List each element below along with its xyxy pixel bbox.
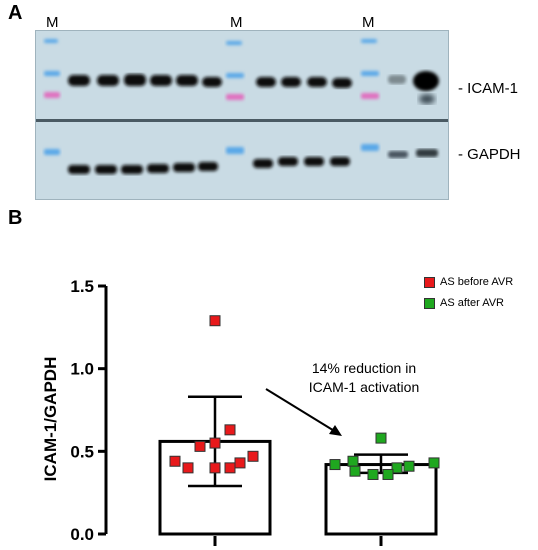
- y-tick-label: 1.0: [70, 360, 94, 379]
- annotation-arrow: [265, 388, 342, 436]
- marker-ladder-2: [226, 41, 244, 154]
- data-point-1-2: [428, 457, 440, 469]
- data-point-1-0: [375, 432, 387, 444]
- gapdh-bands: [68, 157, 350, 174]
- data-point-0-9: [224, 462, 236, 474]
- y-tick-label: 0.5: [70, 442, 94, 461]
- panel-b-label: B: [8, 207, 23, 229]
- marker-label-2: M: [230, 14, 243, 31]
- western-blot-image: [35, 30, 449, 200]
- data-point-0-5: [169, 455, 181, 467]
- legend-label-after: AS after AVR: [440, 297, 504, 309]
- data-point-1-8: [382, 468, 394, 480]
- data-point-0-7: [182, 462, 194, 474]
- data-point-1-4: [403, 460, 415, 472]
- data-point-0-6: [234, 457, 246, 469]
- data-point-0-4: [247, 450, 259, 462]
- y-tick-label: 0.0: [70, 525, 94, 544]
- icam1-label: - ICAM-1: [458, 80, 518, 97]
- legend-swatch-after: [424, 297, 435, 309]
- icam1-bands: [68, 74, 352, 88]
- data-point-1-5: [391, 462, 403, 474]
- marker-label-1: M: [46, 14, 59, 31]
- blot-bands: [36, 39, 448, 174]
- legend-swatch-before: [424, 276, 435, 288]
- annotation-line-2: ICAM-1 activation: [308, 379, 420, 395]
- marker-label-3: M: [362, 14, 375, 31]
- marker-ladder-3: [361, 39, 379, 151]
- data-point-1-7: [367, 468, 379, 480]
- data-point-0-3: [194, 440, 206, 452]
- legend-label-before: AS before AVR: [440, 276, 514, 288]
- panel-a-label: A: [8, 2, 23, 24]
- data-point-1-1: [347, 455, 359, 467]
- data-point-0-2: [209, 437, 221, 449]
- data-point-0-1: [224, 424, 236, 436]
- data-point-0-0: [209, 315, 221, 327]
- legend-item-before: AS before AVR: [424, 276, 513, 288]
- reduction-annotation: 14% reduction in ICAM-1 activation: [279, 359, 449, 397]
- gapdh-label: - GAPDH: [458, 146, 521, 163]
- data-point-1-6: [349, 465, 361, 477]
- annotation-line-1: 14% reduction in: [311, 360, 417, 376]
- data-point-1-3: [329, 459, 341, 471]
- bar-1: [324, 463, 438, 536]
- marker-ladder-1: [44, 39, 60, 155]
- chart-points: [169, 315, 440, 480]
- legend-item-after: AS after AVR: [424, 297, 504, 309]
- data-point-0-8: [209, 462, 221, 474]
- y-axis-label: ICAM-1/GAPDH: [41, 357, 60, 482]
- chart-axes: 0.0 0.5 1.0 1.5: [70, 277, 383, 546]
- y-tick-label: 1.5: [70, 277, 94, 296]
